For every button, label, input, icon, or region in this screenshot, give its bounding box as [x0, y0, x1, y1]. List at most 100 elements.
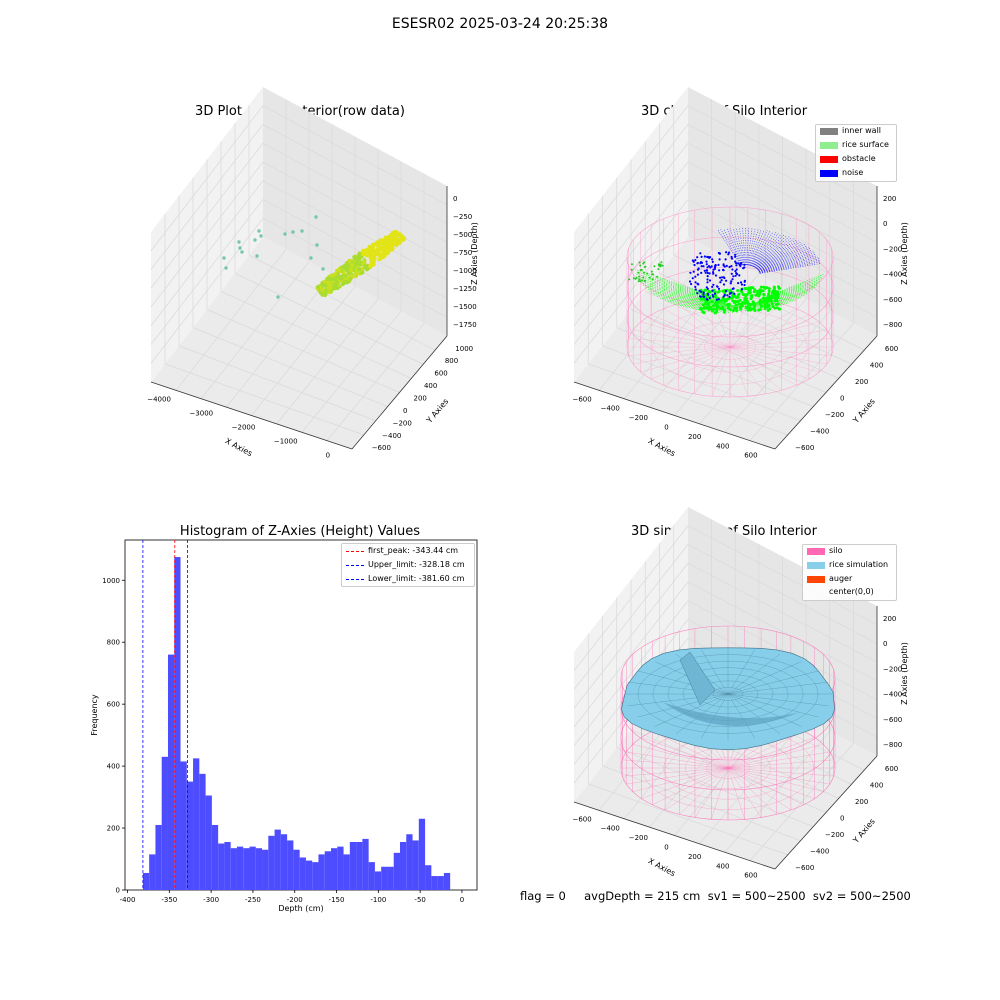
rice-point — [364, 253, 369, 258]
rice-surface-point — [777, 286, 781, 290]
rice-surface-point — [643, 266, 646, 268]
rice-point — [371, 253, 375, 258]
rice-surface-ray — [757, 286, 816, 302]
rice-surface-point — [766, 308, 770, 312]
rice-point — [391, 233, 396, 238]
rice-point — [365, 263, 370, 268]
rice-surface-point — [703, 298, 707, 301]
noise-point — [694, 275, 697, 278]
x-axis-line — [150, 381, 353, 450]
rice-surface-point — [763, 300, 767, 304]
rice-point — [337, 284, 342, 289]
rice-surface-ray — [753, 299, 796, 305]
rice-point — [323, 281, 328, 286]
rice-point — [385, 243, 390, 248]
noise-point — [735, 268, 738, 271]
rice-point — [368, 256, 373, 260]
rice-surface-point — [635, 276, 638, 279]
rice-point — [323, 293, 327, 297]
rice-point — [382, 253, 387, 257]
rice-surface-point — [661, 264, 664, 267]
histogram-xlabel: Depth (cm) — [278, 904, 323, 913]
rice-surface-point — [637, 280, 640, 283]
rice-surface-ray — [642, 284, 722, 302]
rice-surface-point — [776, 296, 780, 300]
rice-surface-point — [769, 299, 773, 303]
rice-surface-point — [725, 288, 729, 292]
rice-point — [338, 276, 342, 281]
noise-point — [737, 282, 740, 285]
rice-point — [359, 262, 363, 267]
silo-wire-spoke — [694, 718, 729, 769]
rice-point — [327, 274, 332, 279]
rice-surface-point — [748, 303, 752, 306]
noise-point — [710, 265, 713, 268]
noise-ray — [758, 252, 815, 272]
silo-wire-spoke — [651, 314, 731, 348]
silo-wire-spoke — [622, 767, 729, 777]
rice-surface-ray — [644, 286, 723, 302]
rice-surface-point — [638, 261, 641, 264]
rice-simulation-mesh — [727, 693, 829, 707]
silo-wire-spoke — [640, 321, 731, 348]
rice-surface-point — [639, 280, 642, 283]
rice-surface-point — [748, 306, 751, 310]
rice-surface-point — [739, 307, 743, 310]
rice-surface-point — [716, 305, 720, 309]
rice-surface-point — [736, 289, 740, 292]
rice-point — [324, 280, 329, 285]
y-tick-label: −400 — [810, 848, 829, 856]
noise-point — [698, 289, 701, 292]
rice-surface-point — [740, 303, 744, 307]
rice-point — [335, 271, 339, 275]
rice-point — [328, 274, 333, 279]
noise-point — [740, 288, 744, 291]
silo-wire-spoke — [632, 767, 729, 792]
rice-point — [329, 275, 334, 280]
rice-surface-point — [723, 288, 727, 292]
rice-point — [357, 267, 362, 271]
floor-grid-line — [659, 692, 852, 785]
rice-surface-point — [773, 289, 777, 292]
rice-point — [356, 258, 361, 262]
rice-point — [382, 242, 387, 247]
rice-surface-point — [736, 294, 740, 298]
noise-point — [722, 263, 725, 266]
noise-point — [694, 285, 697, 288]
rice-point — [333, 273, 337, 277]
rice-point — [320, 292, 325, 297]
rice-surface-point — [773, 290, 777, 294]
rice-surface-point — [732, 295, 736, 299]
rice-surface-point — [763, 303, 767, 307]
rice-surface-ray — [635, 271, 721, 300]
noise-point — [721, 276, 724, 279]
rice-simulation-mesh — [637, 693, 729, 718]
rice-point — [376, 251, 381, 256]
rice-point — [347, 258, 351, 263]
histogram-bar — [268, 835, 275, 890]
rice-surface-point — [716, 290, 720, 294]
rice-surface-point — [708, 305, 712, 309]
histogram-legend: first_peak: -343.44 cm Upper_limit: -328… — [341, 543, 475, 587]
rice-point — [396, 240, 401, 245]
rice-point — [383, 251, 388, 256]
lower-limit-line-swatch — [346, 579, 364, 580]
noise-point — [700, 271, 703, 274]
rice-surface-point — [706, 298, 710, 302]
rice-point — [388, 237, 393, 242]
rice-surface-point — [726, 305, 730, 309]
silo-wire-spoke — [641, 767, 729, 799]
rice-point — [328, 279, 333, 284]
silo-wire-spoke — [633, 346, 731, 365]
rice-point — [369, 247, 374, 252]
noise-ray — [755, 239, 797, 269]
rice-point — [398, 235, 403, 240]
rice-surface-point — [638, 275, 641, 278]
rice-point — [378, 255, 383, 259]
noise-point — [725, 279, 728, 282]
rice-point — [338, 266, 343, 270]
z-tick-label: −1000 — [453, 267, 477, 275]
rice-simulation-dip — [660, 700, 800, 726]
rice-surface-ray — [660, 297, 726, 304]
inner-wall-swatch — [820, 128, 838, 135]
